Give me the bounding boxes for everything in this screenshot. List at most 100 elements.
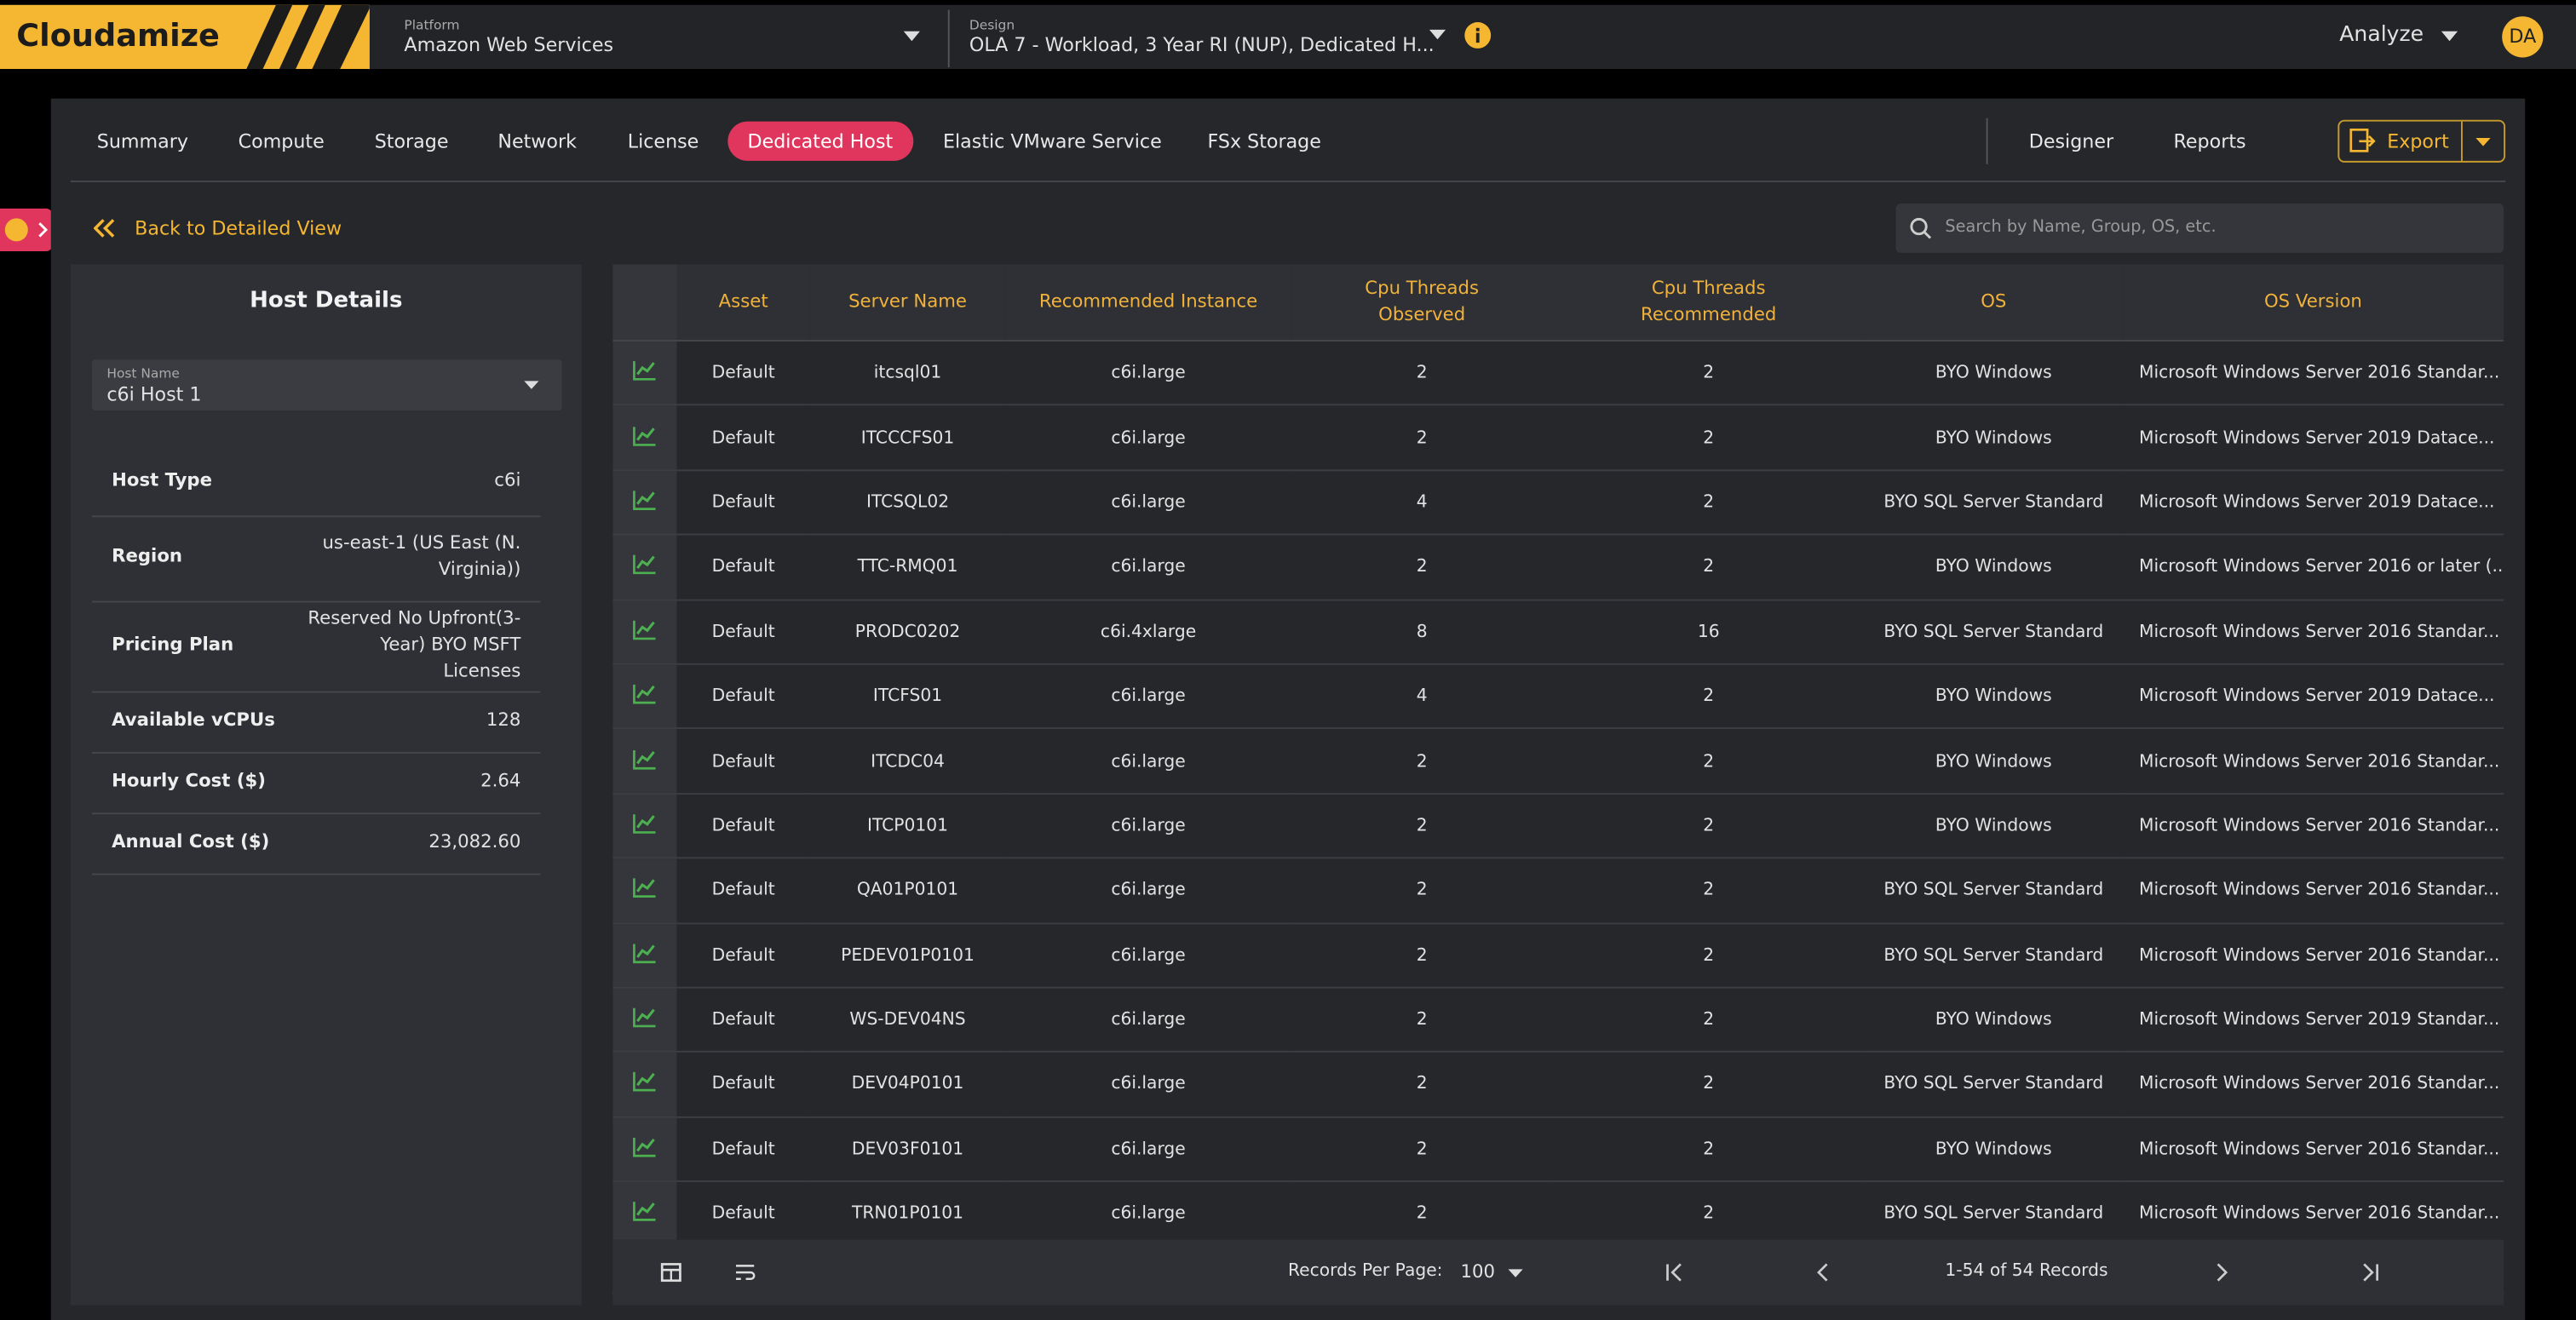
logo[interactable]: Cloudamize bbox=[0, 4, 370, 69]
table-cell: DEV03F0101 bbox=[809, 1116, 1006, 1183]
table-row: Default TTC-RMQ01 c6i.large 2 2 BYO Windows Mi… bbox=[612, 534, 2504, 600]
table-cell: c6i.4xlarge bbox=[1005, 599, 1291, 665]
column-header[interactable]: Cpu Threads Observed bbox=[1291, 264, 1553, 341]
detail-value: 2.64 bbox=[480, 769, 521, 791]
column-header[interactable]: Cpu Threads Recommended bbox=[1552, 264, 1865, 341]
table-cell: ITCFS01 bbox=[809, 663, 1006, 730]
table-cell: Microsoft Windows Server 2016 Standar... bbox=[2122, 858, 2504, 924]
search-placeholder: Search by Name, Group, OS, etc. bbox=[1945, 218, 2217, 237]
first-page[interactable] bbox=[1665, 1263, 1684, 1283]
column-header[interactable]: OS Version bbox=[2122, 264, 2504, 341]
logo-stripes bbox=[246, 4, 370, 69]
next-page[interactable] bbox=[2213, 1263, 2229, 1283]
column-header[interactable]: Server Name bbox=[809, 264, 1006, 341]
row-chart-cell bbox=[612, 858, 677, 924]
table-cell: 2 bbox=[1291, 1052, 1553, 1118]
prev-page[interactable] bbox=[1815, 1263, 1831, 1283]
avatar[interactable]: DA bbox=[2502, 16, 2544, 58]
export-button[interactable]: Export bbox=[2337, 119, 2506, 163]
last-page[interactable] bbox=[2360, 1263, 2380, 1283]
chart-icon[interactable] bbox=[632, 618, 657, 640]
side-toggle[interactable] bbox=[0, 208, 53, 251]
chart-icon[interactable] bbox=[632, 425, 657, 446]
detail-key: Pricing Plan bbox=[112, 633, 234, 655]
dropdown-icon[interactable] bbox=[2441, 31, 2458, 42]
platform-select[interactable]: Amazon Web Services bbox=[404, 32, 614, 56]
table-cell: Microsoft Windows Server 2019 Datace... bbox=[2122, 663, 2504, 730]
table-cell: 8 bbox=[1291, 599, 1553, 665]
design-label: Design bbox=[969, 18, 1015, 33]
records-range: 1-54 of 54 Records bbox=[1945, 1260, 2108, 1281]
chart-icon[interactable] bbox=[632, 812, 657, 834]
table-cell: Default bbox=[676, 728, 810, 795]
chart-icon[interactable] bbox=[632, 489, 657, 510]
chart-icon[interactable] bbox=[632, 1136, 657, 1157]
column-header[interactable]: Asset bbox=[676, 264, 810, 341]
column-header[interactable]: Recommended Instance bbox=[1005, 264, 1291, 341]
tab[interactable]: Designer bbox=[2028, 129, 2114, 153]
info-icon[interactable] bbox=[1463, 21, 1492, 49]
dropdown-icon[interactable] bbox=[1508, 1269, 1523, 1277]
table-view-icon[interactable] bbox=[660, 1263, 681, 1283]
search-box[interactable]: Search by Name, Group, OS, etc. bbox=[1895, 204, 2504, 253]
row-chart-cell bbox=[612, 1181, 677, 1248]
column-header[interactable]: OS bbox=[1864, 264, 2123, 341]
table-cell: TRN01P0101 bbox=[809, 1181, 1006, 1248]
table-cell: ITCCCFS01 bbox=[809, 405, 1006, 471]
table-cell: 2 bbox=[1552, 405, 1865, 471]
tab[interactable]: Summary bbox=[96, 129, 188, 153]
dropdown-icon[interactable] bbox=[903, 31, 920, 42]
tab[interactable]: FSx Storage bbox=[1207, 129, 1321, 153]
row-chart-cell bbox=[612, 987, 677, 1053]
table-cell: c6i.large bbox=[1005, 534, 1291, 600]
tab[interactable]: License bbox=[627, 129, 699, 153]
table-cell: 2 bbox=[1552, 341, 1865, 406]
tab[interactable]: Elastic VMware Service bbox=[942, 129, 1162, 153]
chart-icon[interactable] bbox=[632, 554, 657, 575]
table-cell: Default bbox=[676, 1181, 810, 1248]
table-cell: BYO Windows bbox=[1864, 1116, 2123, 1183]
table-cell: ITCP0101 bbox=[809, 793, 1006, 859]
tab[interactable]: Network bbox=[497, 129, 577, 153]
table-cell: c6i.large bbox=[1005, 469, 1291, 536]
chart-icon[interactable] bbox=[632, 877, 657, 898]
host-name-select[interactable]: Host Name c6i Host 1 bbox=[91, 359, 562, 410]
analyze-menu[interactable]: Analyze bbox=[2339, 22, 2424, 48]
table-cell: BYO Windows bbox=[1864, 987, 2123, 1053]
pagination-bar: Records Per Page: 100 1-54 of 54 Records bbox=[612, 1239, 2504, 1306]
chart-icon[interactable] bbox=[632, 1201, 657, 1222]
tab[interactable]: Compute bbox=[238, 129, 325, 153]
back-icon[interactable] bbox=[93, 218, 117, 238]
records-label: Records Per Page: bbox=[1287, 1260, 1443, 1281]
tab[interactable]: Storage bbox=[374, 129, 449, 153]
back-link[interactable]: Back to Detailed View bbox=[135, 216, 342, 240]
tab[interactable]: Dedicated Host bbox=[727, 121, 913, 161]
table-cell: 2 bbox=[1291, 1181, 1553, 1248]
tab[interactable]: Reports bbox=[2173, 129, 2246, 153]
dropdown-icon[interactable] bbox=[1429, 29, 1446, 40]
chart-icon[interactable] bbox=[632, 942, 657, 963]
table-cell: BYO Windows bbox=[1864, 405, 2123, 471]
row-chart-cell bbox=[612, 1116, 677, 1183]
table-cell: Microsoft Windows Server 2016 Standar... bbox=[2122, 1052, 2504, 1118]
table-row: Default ITCSQL02 c6i.large 4 2 BYO SQL Server… bbox=[612, 469, 2504, 536]
chart-icon[interactable] bbox=[632, 748, 657, 769]
wrap-icon[interactable] bbox=[734, 1263, 756, 1283]
design-select[interactable]: OLA 7 - Workload, 3 Year RI (NUP), Dedic… bbox=[969, 32, 1435, 56]
chart-icon[interactable] bbox=[632, 1071, 657, 1093]
table-cell: 2 bbox=[1291, 405, 1553, 471]
chart-icon[interactable] bbox=[632, 360, 657, 382]
table-cell: 2 bbox=[1291, 1116, 1553, 1183]
table-cell: Default bbox=[676, 1116, 810, 1183]
detail-row: Hourly Cost ($) 2.64 bbox=[91, 752, 541, 815]
table-cell: Default bbox=[676, 469, 810, 536]
table-cell: BYO SQL Server Standard bbox=[1864, 1052, 2123, 1118]
table-cell: 2 bbox=[1291, 987, 1553, 1053]
per-page-select[interactable]: 100 bbox=[1460, 1260, 1495, 1283]
chart-icon[interactable] bbox=[632, 1007, 657, 1028]
host-name-label: Host Name bbox=[106, 365, 180, 382]
chart-icon[interactable] bbox=[632, 683, 657, 704]
table-row: Default DEV03F0101 c6i.large 2 2 BYO Windows M… bbox=[612, 1116, 2504, 1183]
table-row: Default WS-DEV04NS c6i.large 2 2 BYO Windows M… bbox=[612, 987, 2504, 1053]
